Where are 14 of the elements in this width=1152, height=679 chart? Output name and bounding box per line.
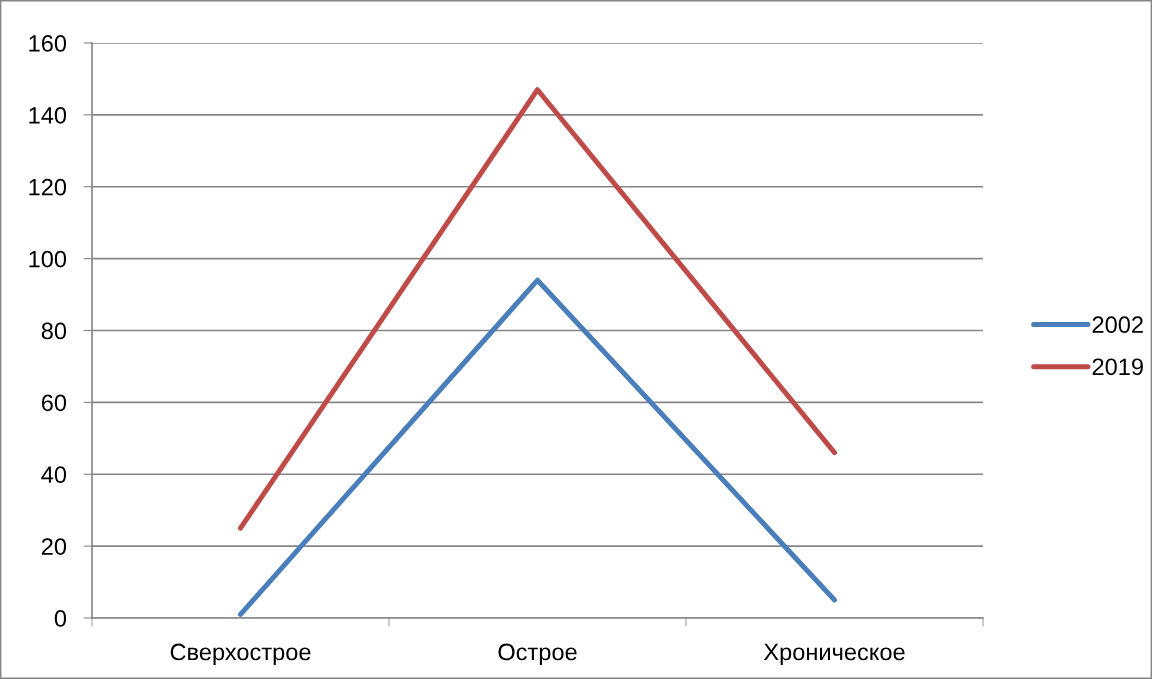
y-tick-label: 120 xyxy=(29,178,67,196)
y-tick-label: 80 xyxy=(41,322,67,340)
x-tick-label: Сверхострое xyxy=(170,643,311,666)
x-tick-label: Острое xyxy=(498,643,577,666)
y-tick-label: 140 xyxy=(29,106,67,124)
x-tick-label: Хроническое xyxy=(763,643,905,666)
y-tick-label: 0 xyxy=(54,610,67,627)
y-tick-label: 40 xyxy=(41,466,67,484)
y-tick-label: 60 xyxy=(41,394,67,412)
y-tick-label: 160 xyxy=(29,35,67,52)
y-tick-label: 100 xyxy=(29,250,67,268)
legend-label: 2019 xyxy=(1092,358,1143,376)
legend-label: 2002 xyxy=(1092,316,1143,334)
y-tick-label: 20 xyxy=(41,538,67,555)
